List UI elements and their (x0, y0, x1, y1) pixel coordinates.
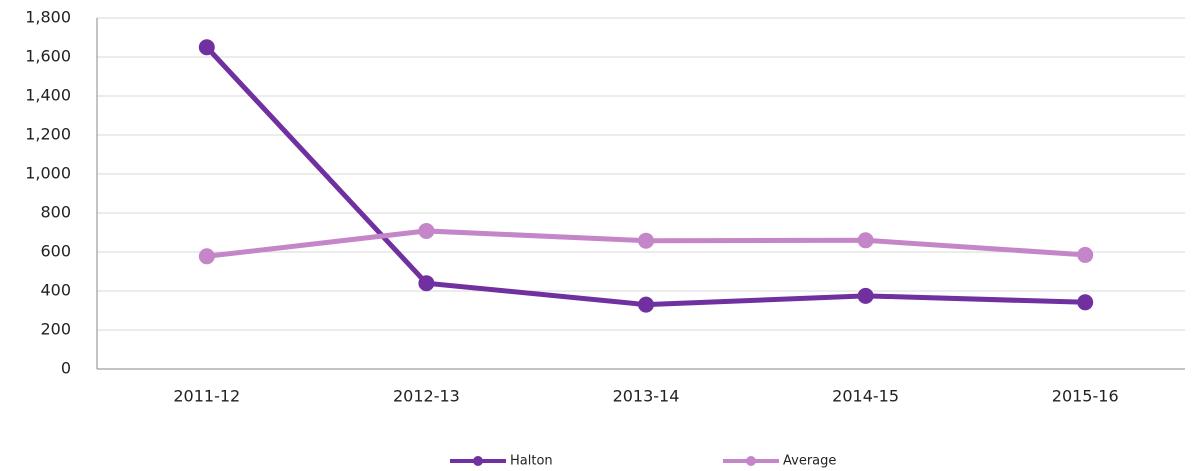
y-tick-label: 200 (40, 320, 71, 339)
y-tick-label: 600 (40, 242, 71, 261)
legend-text: Halton (510, 454, 553, 469)
marker (638, 232, 654, 249)
y-tick-label: 0 (61, 359, 71, 378)
x-tick-label: 2014-15 (832, 387, 899, 406)
y-tick-label: 1,200 (25, 125, 71, 144)
y-tick-label: 1,400 (25, 86, 71, 105)
marker (198, 39, 215, 56)
x-tick-label: 2013-14 (613, 387, 680, 406)
y-tick-label: 400 (40, 281, 71, 300)
y-tick-label: 800 (40, 203, 71, 222)
legend-text: Average (783, 454, 836, 469)
marker (1077, 294, 1094, 311)
marker (198, 248, 215, 265)
marker (638, 296, 654, 313)
legend-marker (473, 456, 483, 466)
y-tick-label: 1,600 (25, 47, 71, 66)
marker (418, 275, 435, 292)
marker (1077, 246, 1094, 263)
x-tick-label: 2015-16 (1052, 387, 1119, 406)
line (204, 45, 1086, 308)
marker (857, 287, 874, 304)
marker (418, 222, 435, 239)
x-tick-label: 2012-13 (393, 387, 460, 406)
marker (857, 232, 874, 249)
legend-marker (746, 456, 756, 466)
y-tick-label: 1,000 (25, 164, 71, 183)
y-tick-label: 1,800 (25, 8, 71, 27)
x-tick-label: 2011-12 (173, 387, 240, 406)
